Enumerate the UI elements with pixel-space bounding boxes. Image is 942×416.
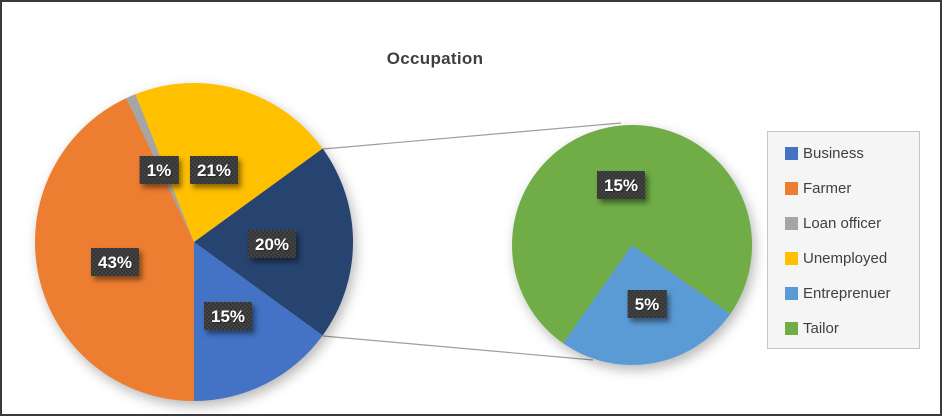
connector-line-bottom bbox=[322, 335, 594, 361]
connector-line-top bbox=[322, 122, 622, 150]
main-pie bbox=[34, 83, 353, 401]
legend-item-entreprenuer[interactable]: Entreprenuer bbox=[768, 276, 919, 311]
legend-swatch-unemployed bbox=[785, 252, 798, 265]
chart-title[interactable]: Occupation bbox=[386, 49, 484, 68]
legend-item-unemployed[interactable]: Unemployed bbox=[768, 241, 919, 276]
legend-label: Loan officer bbox=[803, 215, 882, 232]
secondary-pie bbox=[512, 125, 753, 366]
legend-label: Tailor bbox=[803, 320, 839, 337]
legend: Business Farmer Loan officer Unemployed Entr… bbox=[767, 131, 920, 349]
legend-swatch-loan-officer bbox=[785, 217, 798, 230]
legend-label: Farmer bbox=[803, 180, 852, 197]
legend-swatch-business bbox=[785, 147, 798, 160]
data-label-5pct[interactable]: 5% bbox=[627, 290, 667, 318]
data-label-15pct[interactable]: 15% bbox=[203, 302, 253, 330]
data-label-15pct[interactable]: 15% bbox=[596, 171, 646, 199]
legend-item-tailor[interactable]: Tailor bbox=[768, 311, 919, 346]
data-label-20pct[interactable]: 20% bbox=[247, 230, 297, 258]
legend-item-farmer[interactable]: Farmer bbox=[768, 171, 919, 206]
legend-swatch-tailor bbox=[785, 322, 798, 335]
legend-swatch-entreprenuer bbox=[785, 287, 798, 300]
legend-item-business[interactable]: Business bbox=[768, 136, 919, 171]
pie-slice-business[interactable] bbox=[194, 242, 323, 401]
legend-label: Business bbox=[803, 145, 864, 162]
legend-item-loan-officer[interactable]: Loan officer bbox=[768, 206, 919, 241]
data-label-21pct[interactable]: 21% bbox=[189, 156, 239, 184]
legend-swatch-farmer bbox=[785, 182, 798, 195]
data-label-43pct[interactable]: 43% bbox=[90, 248, 140, 276]
pie-slice-tailor[interactable] bbox=[512, 125, 753, 344]
data-label-1pct[interactable]: 1% bbox=[139, 156, 179, 184]
legend-label: Unemployed bbox=[803, 250, 888, 267]
legend-label: Entreprenuer bbox=[803, 285, 891, 302]
